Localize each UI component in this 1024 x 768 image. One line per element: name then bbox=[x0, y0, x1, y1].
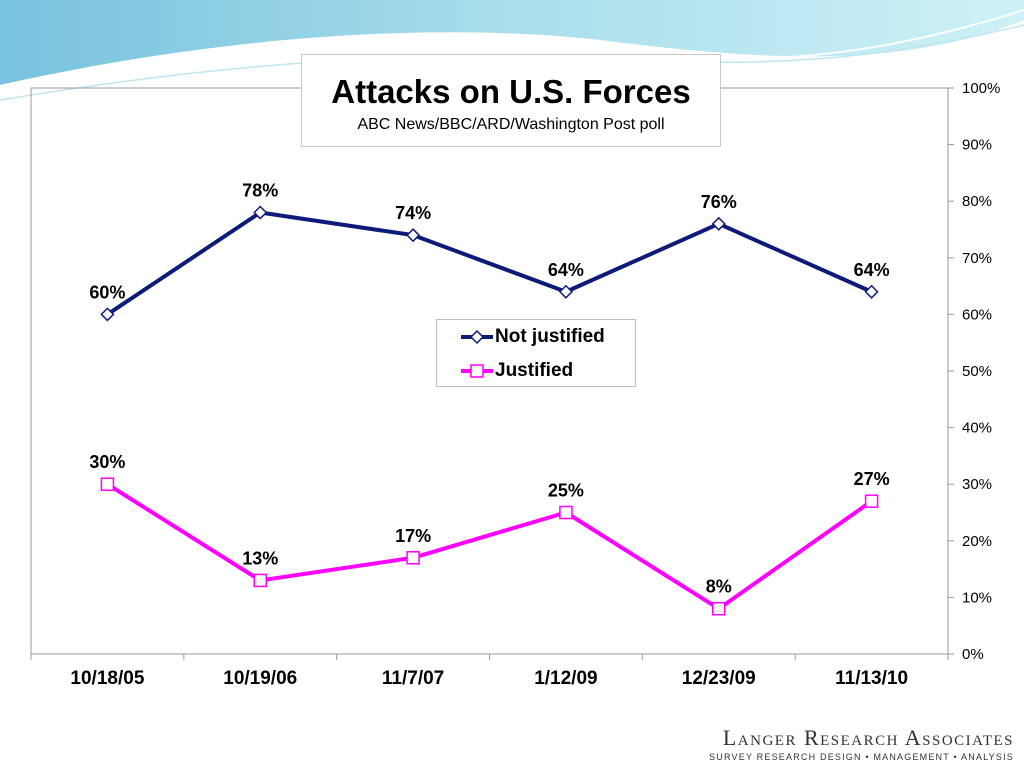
data-point-diamond bbox=[558, 284, 573, 299]
legend-item-justified: Justified bbox=[459, 359, 573, 383]
y-tick-label: 0% bbox=[962, 646, 984, 663]
data-point-square bbox=[253, 573, 267, 588]
data-point-diamond bbox=[864, 284, 879, 299]
y-tick-label: 70% bbox=[962, 250, 992, 267]
data-point-diamond bbox=[406, 228, 421, 243]
data-label: 74% bbox=[395, 203, 431, 223]
legend-diamond-marker-icon bbox=[461, 329, 493, 345]
data-label: 30% bbox=[89, 452, 125, 472]
data-point-square bbox=[559, 505, 573, 520]
data-label: 8% bbox=[706, 577, 732, 597]
data-label: 76% bbox=[701, 192, 737, 212]
y-tick-label: 90% bbox=[962, 137, 992, 154]
y-tick-label: 60% bbox=[962, 306, 992, 323]
x-tick-label: 10/18/05 bbox=[70, 668, 144, 689]
legend-square-marker-icon bbox=[461, 364, 493, 378]
x-tick-label: 11/13/10 bbox=[835, 668, 908, 689]
legend-item-not-justified: Not justified bbox=[459, 325, 605, 349]
data-point-diamond bbox=[100, 307, 115, 322]
y-tick-label: 20% bbox=[962, 533, 992, 550]
x-tick-label: 12/23/09 bbox=[682, 668, 756, 689]
y-tick-label: 100% bbox=[962, 80, 1000, 97]
data-label: 60% bbox=[89, 282, 125, 302]
data-point-square bbox=[100, 477, 115, 491]
data-label: 25% bbox=[548, 481, 584, 501]
x-tick-label: 1/12/09 bbox=[534, 668, 597, 689]
data-point-square bbox=[864, 494, 879, 508]
series-line-0 bbox=[106, 210, 873, 317]
data-label: 17% bbox=[395, 526, 431, 546]
chart-title-box: Attacks on U.S. Forces ABC News/BBC/ARD/… bbox=[301, 54, 721, 147]
y-tick-label: 30% bbox=[962, 476, 992, 493]
data-label: 64% bbox=[548, 260, 584, 280]
series-line-1 bbox=[106, 482, 873, 611]
y-tick-label: 50% bbox=[962, 363, 992, 380]
y-tick-label: 80% bbox=[962, 193, 992, 210]
legend-label-justified: Justified bbox=[495, 360, 574, 381]
data-point-diamond bbox=[711, 216, 726, 231]
footer-brand: Langer Research Associates bbox=[722, 725, 1014, 750]
y-tick-label: 40% bbox=[962, 420, 992, 437]
footer-logo: Langer Research Associates SURVEY RESEAR… bbox=[709, 725, 1014, 763]
data-label: 64% bbox=[854, 260, 890, 280]
data-point-square bbox=[712, 601, 726, 616]
chart-title: Attacks on U.S. Forces bbox=[331, 73, 691, 110]
x-tick-label: 10/19/06 bbox=[223, 668, 297, 689]
chart-legend: Not justified Justified bbox=[436, 319, 636, 387]
data-point-square bbox=[406, 551, 420, 565]
data-label: 78% bbox=[242, 181, 278, 201]
footer-tagline: SURVEY RESEARCH DESIGN • MANAGEMENT • AN… bbox=[709, 752, 1014, 762]
data-label: 13% bbox=[242, 548, 278, 568]
y-tick-label: 10% bbox=[962, 589, 992, 606]
legend-label-not-justified: Not justified bbox=[495, 326, 605, 347]
x-tick-label: 11/7/07 bbox=[382, 668, 444, 689]
data-point-diamond bbox=[253, 205, 268, 220]
data-label: 27% bbox=[854, 469, 890, 489]
chart-subtitle: ABC News/BBC/ARD/Washington Post poll bbox=[357, 116, 665, 133]
